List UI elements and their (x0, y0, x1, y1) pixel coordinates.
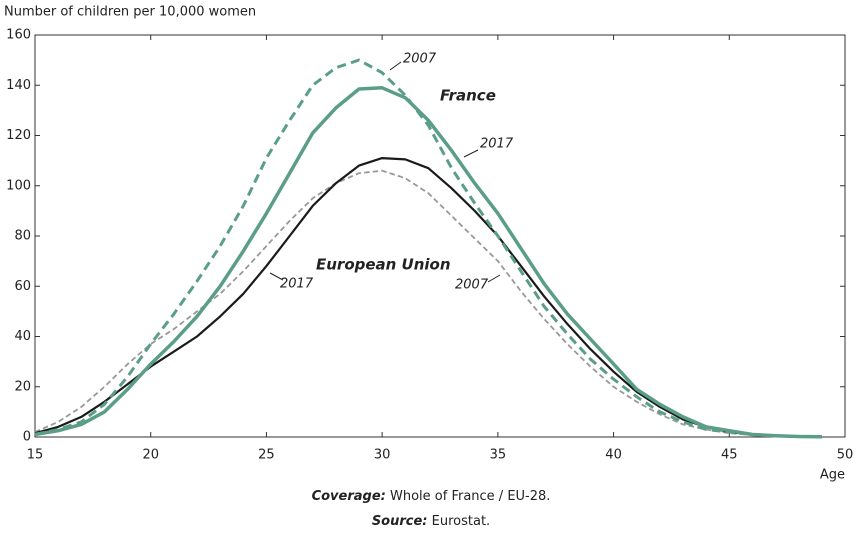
arrow (389, 61, 402, 71)
y-tick-label: 120 (6, 128, 31, 143)
source-note: Source: Eurostat. (372, 514, 490, 529)
x-tick-label: 45 (721, 448, 738, 463)
y-tick-label: 0 (23, 430, 31, 445)
x-tick-label: 30 (374, 448, 391, 463)
arrow (269, 272, 284, 281)
annotation: 2017 (280, 277, 314, 292)
source-label: Source: (372, 514, 428, 529)
coverage-label: Coverage: (312, 489, 386, 504)
x-tick-label: 40 (605, 448, 622, 463)
x-tick-label: 50 (837, 448, 854, 463)
arrow (487, 274, 501, 283)
annotation: 2007 (403, 52, 437, 67)
series-line (34, 169, 822, 438)
series-line (34, 58, 822, 439)
y-tick-label: 80 (14, 229, 31, 244)
series-line (34, 157, 822, 438)
coverage-text: Whole of France / EU-28. (390, 489, 550, 504)
annotation: 2007 (455, 278, 489, 293)
x-tick-label: 15 (27, 448, 44, 463)
y-tick-label: 40 (14, 329, 31, 344)
y-tick-label: 100 (6, 178, 31, 193)
x-tick-label: 25 (258, 448, 275, 463)
y-tick-label: 60 (14, 279, 31, 294)
source-text: Eurostat. (432, 514, 491, 529)
y-tick-label: 160 (6, 28, 31, 43)
annotation-arrows (269, 61, 501, 283)
annotation: European Union (316, 256, 451, 274)
x-tick-label: 35 (490, 448, 507, 463)
arrow (463, 149, 479, 158)
annotation: France (440, 87, 496, 105)
x-tick-label: 20 (142, 448, 159, 463)
y-tick-label: 20 (14, 379, 31, 394)
y-tick-label: 140 (6, 78, 31, 93)
coverage-note: Coverage: Whole of France / EU-28. (312, 489, 551, 504)
annotation: 2017 (480, 137, 514, 152)
y-axis-label: Number of children per 10,000 women (4, 5, 256, 20)
series-line (34, 86, 822, 439)
x-axis-label: Age (820, 468, 845, 483)
